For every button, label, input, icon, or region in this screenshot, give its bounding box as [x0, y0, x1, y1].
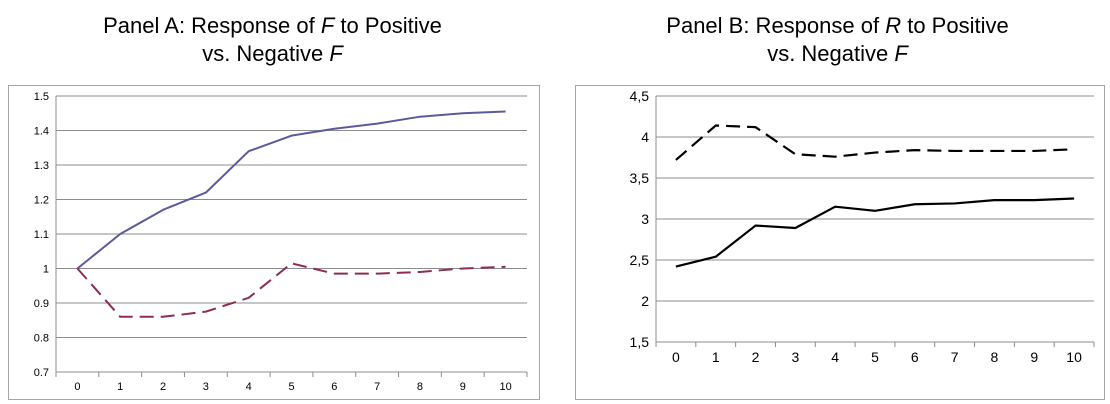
panel-b-y-tick-label: 1,5: [630, 334, 650, 350]
panel-b-x-tick-label: 5: [871, 349, 879, 365]
panel-a-title-text: Panel A: Response of: [103, 13, 321, 38]
panel-a-x-tick-label: 1: [117, 381, 123, 393]
panel-b-title-line2: vs. Negative F: [565, 40, 1110, 68]
panel-b-title-text: Panel B: Response of: [666, 13, 886, 38]
panel-a-x-tick-label: 8: [417, 381, 423, 393]
panel-b-y-tick-label: 4,5: [630, 88, 650, 104]
panel-b-x-tick-label: 7: [951, 349, 959, 365]
panel-a-series-line-solid: [76, 110, 506, 270]
panel-b-x-tick-label: 3: [791, 349, 799, 365]
panel-b-y-tick-label: 3: [641, 211, 649, 227]
panel-b-title-variable: R: [885, 13, 902, 38]
panel-b-chart-frame: 1,5 2 2,5 3 3,5 4 4,5 0 1 2 3 4 5 6 7 8 9 10: [575, 85, 1105, 400]
panel-b-x-tick-label: 9: [1030, 349, 1038, 365]
panel-b-x-tick-label: 1: [712, 349, 720, 365]
panel-b-title-line1: Panel B: Response of R to Positive: [565, 12, 1110, 40]
panel-b-x-tick-label: 2: [752, 349, 760, 365]
panel-b-series-line-solid: [675, 197, 1075, 268]
panel-a-y-tick-label: 1.4: [34, 125, 49, 137]
panel-b-chart: 1,5 2 2,5 3 3,5 4 4,5 0 1 2 3 4 5 6 7 8 9 10: [630, 88, 1095, 365]
panel-b: Panel B: Response of R to Positive vs. N…: [565, 0, 1110, 400]
panel-b-y-tick-label: 3,5: [630, 170, 650, 186]
panel-a-title-line2: vs. Negative F: [0, 40, 545, 68]
panel-a-chart: 0.7 0.8 0.9 1 1.1 1.2 1.3 1.4 1.5 0 1 2 3 4 5 6 7 8 9 10: [34, 91, 528, 393]
panel-a-series-line-dashed: [76, 262, 506, 318]
panel-a-y-tick-label: 1.3: [34, 160, 49, 172]
panel-a-x-tick-label: 4: [246, 381, 252, 393]
panel-a-x-tick-label: 7: [374, 381, 380, 393]
panel-a-y-tick-label: 1.1: [34, 229, 49, 241]
panel-a-title-text-end: to Positive: [334, 13, 442, 38]
panel-a-x-tick-label: 3: [203, 381, 209, 393]
panel-a-title-variable: F: [320, 13, 335, 38]
panel-a-x-tick-label: 10: [499, 381, 511, 393]
panel-a-y-tick-label: 0.8: [34, 332, 49, 344]
panel-b-y-tick-label: 2: [641, 293, 649, 309]
panel-a-x-tick-label: 0: [74, 381, 80, 393]
panel-b-y-tick-label: 4: [641, 129, 649, 145]
panel-a-y-tick-label: 0.7: [34, 367, 49, 379]
panel-b-x-tick-label: 4: [831, 349, 839, 365]
panel-b-y-tick-label: 2,5: [630, 252, 650, 268]
panel-b-title-text-end: to Positive: [901, 13, 1009, 38]
panel-a-y-tick-label: 0.9: [34, 298, 49, 310]
panel-a-y-tick-label: 1.5: [34, 91, 49, 103]
panel-b-subtitle-variable: F: [894, 41, 908, 66]
panel-a-x-tick-label: 6: [331, 381, 337, 393]
panel-a-subtitle-variable: F: [329, 41, 343, 66]
panel-a-subtitle-text: vs. Negative: [202, 41, 330, 66]
panel-b-x-tick-label: 8: [991, 349, 999, 365]
panel-a-x-tick-label: 2: [160, 381, 166, 393]
panel-a-x-tick-label: 5: [288, 381, 294, 393]
panel-b-subtitle-text: vs. Negative: [767, 41, 895, 66]
panel-a-x-tick-label: 9: [460, 381, 466, 393]
panel-a-title-line1: Panel A: Response of F to Positive: [0, 12, 545, 40]
panel-b-x-tick-label: 0: [672, 349, 680, 365]
panel-b-x-tick-label: 6: [911, 349, 919, 365]
panel-a-chart-frame: 0.7 0.8 0.9 1 1.1 1.2 1.3 1.4 1.5 0 1 2 3 4 5 6 7 8 9 10: [8, 85, 540, 400]
panel-b-x-tick-label: 10: [1066, 349, 1082, 365]
panel-a: Panel A: Response of F to Positive vs. N…: [0, 0, 545, 400]
panel-a-y-tick-label: 1: [43, 263, 49, 275]
panel-b-series-line-dashed: [675, 124, 1075, 161]
panel-a-y-tick-label: 1.2: [34, 194, 49, 206]
